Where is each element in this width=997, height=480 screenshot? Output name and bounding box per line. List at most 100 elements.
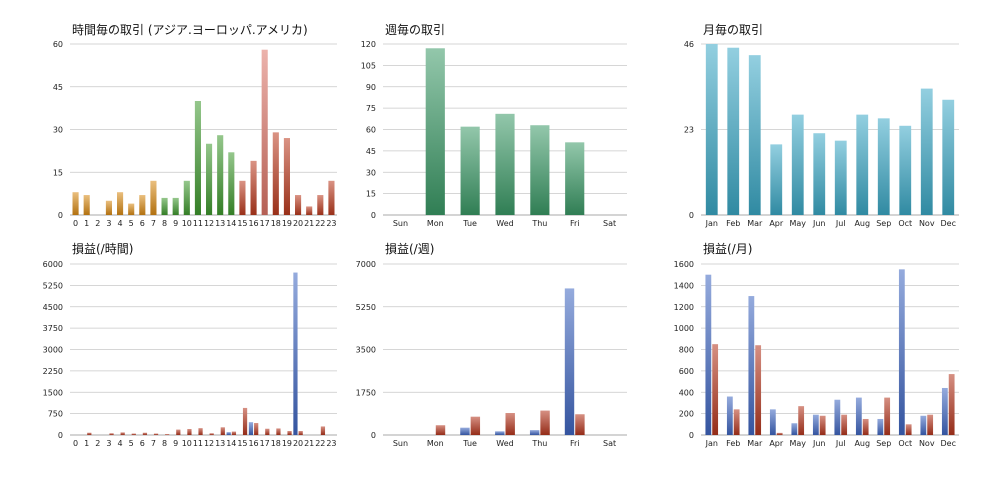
chart-title: 月毎の取引	[703, 22, 763, 37]
x-tick-label: Mon	[427, 439, 444, 448]
bar	[899, 125, 912, 215]
bar	[283, 138, 290, 215]
bar-series-2	[862, 418, 869, 435]
y-tick-label: 45	[53, 83, 63, 92]
x-tick-label: 2	[95, 439, 100, 448]
x-tick-label: Mon	[427, 219, 444, 228]
x-tick-label: Mar	[747, 219, 763, 228]
y-tick-label: 15	[53, 168, 63, 177]
x-tick-label: 6	[140, 219, 145, 228]
y-tick-label: 0	[371, 431, 376, 440]
y-tick-label: 3500	[356, 346, 376, 355]
chart-weekly-trades: 週毎の取引 0 15 30 45 60 75 90 105 120 Sun Mon Tue Wed Thu…	[361, 22, 627, 228]
x-tick-label: 19	[282, 439, 292, 448]
bar	[272, 132, 279, 215]
bar-series-2	[87, 432, 92, 435]
bar-series-2	[712, 344, 719, 435]
x-tick-label: 12	[204, 439, 214, 448]
x-tick-label: Jul	[835, 439, 846, 448]
y-tick-label: 1000	[674, 324, 694, 333]
x-tick-label: 12	[204, 219, 214, 228]
bar-series-1	[898, 269, 905, 435]
bar-series-1	[705, 274, 712, 435]
bar-series-1	[564, 288, 575, 435]
bar	[791, 114, 804, 215]
chart-hourly-pl: 損益(/時間) 07501500225030003750450052506000…	[43, 241, 337, 448]
x-tick-label: Nov	[919, 439, 935, 448]
gridlines	[701, 263, 959, 436]
x-tick-label: 8	[162, 219, 167, 228]
x-tick-label: 4	[118, 219, 123, 228]
y-tick-label: 1400	[674, 281, 694, 290]
bar-series-2	[276, 428, 281, 435]
y-tick-label: 4500	[43, 303, 63, 312]
x-tick-label: 23	[326, 219, 336, 228]
x-tick-label: May	[789, 219, 806, 228]
bar	[206, 143, 213, 215]
bar	[306, 206, 313, 215]
x-tick-label: 16	[248, 219, 258, 228]
x-tick-label: 7	[151, 219, 156, 228]
x-tick-label: Sat	[603, 219, 616, 228]
chart-monthly-trades: 月毎の取引 0 23 46 Jan Feb Mar Apr May Jun Jul Aug Sep Oc…	[684, 22, 959, 228]
x-tick-label: Feb	[726, 219, 740, 228]
x-tick-label: 11	[193, 439, 203, 448]
x-tick-label: 7	[151, 439, 156, 448]
gridlines	[383, 263, 627, 436]
x-tick-label: Dec	[941, 439, 956, 448]
bar-series-1	[941, 387, 948, 435]
x-tick-label: 0	[73, 439, 78, 448]
x-tick-label: Mar	[747, 439, 763, 448]
x-tick-label: 18	[271, 219, 281, 228]
bar	[495, 113, 515, 215]
chart-title: 週毎の取引	[385, 22, 445, 37]
bar-series-1	[248, 422, 254, 435]
bar	[217, 135, 224, 215]
bar	[877, 118, 890, 215]
bar-series-2	[165, 434, 170, 435]
x-tick-label: 21	[304, 219, 314, 228]
bar-series-1	[726, 396, 733, 435]
x-tick-label: 23	[326, 439, 336, 448]
x-tick-label: 20	[293, 439, 303, 448]
y-tick-label: 1600	[674, 260, 694, 269]
bar	[727, 47, 740, 215]
bar-series-1	[460, 427, 470, 435]
bar-series-2	[265, 428, 270, 435]
bar-series-2	[776, 432, 783, 435]
bar	[161, 197, 168, 215]
y-tick-label: 0	[689, 211, 694, 220]
bar	[460, 126, 480, 215]
bar-series-2	[505, 413, 515, 435]
bar	[834, 140, 847, 215]
y-tick-label: 1750	[356, 388, 376, 397]
bar-series-2	[176, 429, 181, 435]
y-tick-label: 600	[679, 367, 694, 376]
chart-title: 時間毎の取引 (アジア.ヨーロッパ.アメリカ)	[72, 22, 308, 37]
y-tick-label: 30	[366, 168, 376, 177]
bar	[194, 101, 201, 215]
bar-series-2	[242, 407, 248, 435]
x-tick-label: Apr	[769, 439, 784, 448]
x-tick-label: 11	[193, 219, 203, 228]
bar-series-2	[109, 433, 114, 435]
x-tick-label: Aug	[854, 219, 870, 228]
x-tick-label: 19	[282, 219, 292, 228]
x-tick-label: 13	[215, 219, 225, 228]
x-tick-label: 6	[140, 439, 145, 448]
bar	[530, 125, 550, 215]
bar	[183, 180, 190, 215]
bar	[72, 192, 79, 215]
y-tick-label: 5250	[356, 303, 376, 312]
bar-series-1	[877, 418, 884, 435]
x-tick-label: Apr	[769, 219, 784, 228]
bar-series-2	[540, 410, 550, 435]
x-tick-label: Sep	[876, 439, 891, 448]
x-tick-label: 17	[260, 439, 270, 448]
y-tick-label: 45	[366, 147, 376, 156]
bar-series-2	[733, 409, 740, 435]
bar-series-1	[769, 409, 776, 435]
bar-series-2	[298, 431, 303, 435]
x-tick-label: 9	[173, 219, 178, 228]
